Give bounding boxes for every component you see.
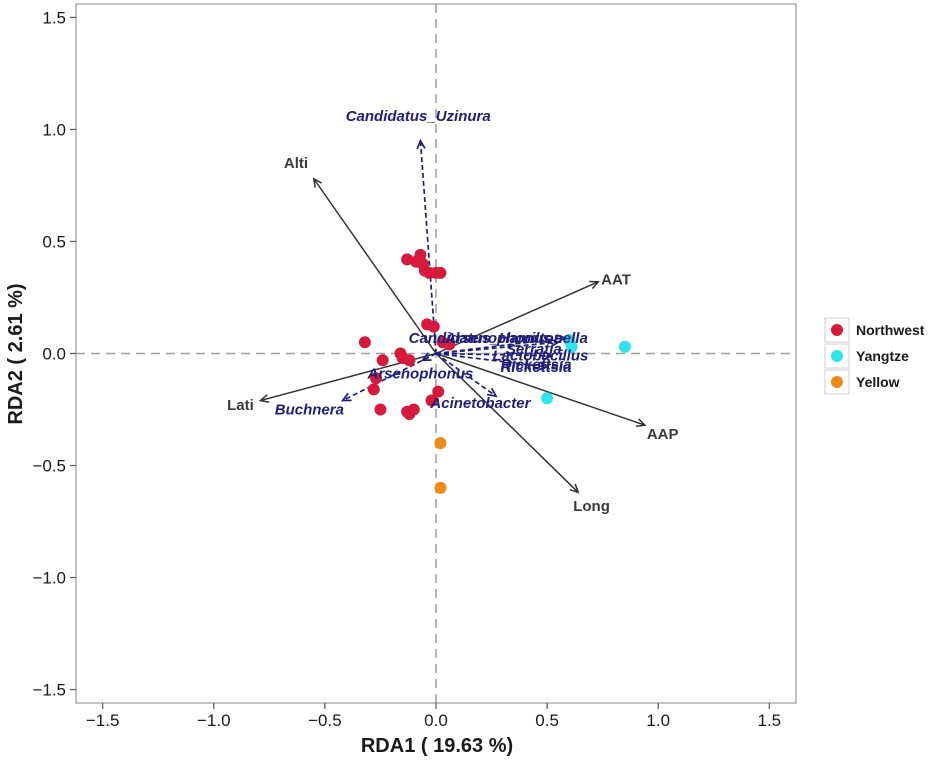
species-vector-candidatus-uzinura-head	[416, 138, 426, 150]
y-tick-label: −1.0	[32, 569, 66, 588]
species-vector-serratia	[435, 338, 561, 355]
env-label-long: Long	[573, 498, 610, 515]
species-vector-acinetobacter-head	[486, 387, 498, 398]
point-yellow	[434, 437, 447, 450]
legend-swatch-yellow	[831, 376, 843, 388]
y-axis-title: RDA2 ( 2.61 %)	[5, 283, 27, 424]
point-northwest	[403, 354, 416, 367]
species-label-rickettsia: Rickettsia	[501, 359, 572, 376]
species-vector-buchnera-head	[340, 392, 352, 402]
species-vector-arsenophonus	[420, 352, 437, 362]
legend-label-yangtze: Yangtze	[856, 348, 909, 364]
legend-swatch-yangtze	[831, 350, 843, 362]
point-northwest	[370, 372, 382, 385]
point-northwest	[443, 338, 456, 351]
env-label-aap: AAP	[647, 426, 679, 443]
env-vector-aap-shaft	[435, 352, 646, 426]
species-vector-acinetobacter-shaft	[435, 352, 497, 397]
y-tick-label: 0.5	[42, 232, 66, 251]
y-tick-label: −1.5	[32, 681, 66, 700]
env-vector-aap	[435, 352, 647, 428]
point-yangtze	[565, 340, 578, 353]
env-vector-lati-head	[258, 394, 270, 403]
x-tick-label: 0.0	[424, 711, 448, 730]
environment-labels: Alti AAT AAP Long Lati	[227, 155, 678, 515]
point-yangtze	[541, 392, 554, 405]
legend-swatch-northwest	[831, 324, 843, 336]
species-vector-candidatus-hamiltonella-shaft	[435, 336, 565, 355]
x-axis-title: RDA1 ( 19.63 %)	[361, 735, 513, 757]
env-vector-alti-head	[312, 177, 322, 188]
species-label-acinetobacter: Acinetobacter	[429, 395, 531, 412]
legend: Northwest Yangtze Yellow	[823, 312, 935, 400]
point-northwest	[374, 403, 387, 416]
species-vector-rickettsia-shaft	[435, 352, 548, 368]
species-vectors	[340, 138, 567, 402]
y-tick-label: 1.5	[42, 8, 66, 27]
x-tick-label: −0.5	[308, 711, 342, 730]
point-northwest	[376, 354, 389, 367]
species-label-arsenophonus: Arsenophonus	[444, 330, 551, 347]
species-vector-serratia-head	[549, 338, 561, 348]
species-vector-acinetobacter	[435, 352, 498, 398]
x-tick-label: 0.5	[535, 711, 559, 730]
env-label-aat: AAT	[601, 272, 631, 289]
species-label-arsenophonus: Arsenophonus	[367, 366, 474, 383]
y-tick-label: 0.0	[42, 345, 66, 364]
point-yangtze	[618, 340, 631, 353]
species-vector-arsenophonus-head	[420, 352, 432, 362]
species-labels: Candidatus_UzinuraBuchneraArsenophonusCa…	[275, 108, 589, 418]
species-label-serratia: Serratia	[506, 341, 562, 358]
env-label-alti: Alti	[284, 155, 308, 172]
point-northwest	[434, 266, 447, 279]
species-vector-candidatus-uzinura-shaft	[419, 140, 437, 354]
env-vector-long-head	[569, 483, 580, 494]
x-tick-label: −1.0	[197, 711, 231, 730]
species-label-buchnera: Buchnera	[275, 402, 344, 419]
species-vector-serratia-shaft	[435, 341, 559, 355]
environment-vectors	[258, 177, 647, 494]
species-label-lactobacillus: Lactobacillus	[493, 348, 589, 365]
point-northwest	[432, 385, 445, 398]
env-vector-aap-head	[635, 418, 647, 428]
point-northwest	[427, 320, 440, 333]
env-vector-alti-shaft	[313, 178, 437, 354]
x-tick-label: 1.0	[646, 711, 670, 730]
legend-label-yellow: Yellow	[856, 374, 900, 390]
species-label-candidatus-hamiltonella: Candidatus_Hamiltonella	[409, 330, 588, 347]
y-tick-label: −0.5	[32, 457, 66, 476]
x-axis: −1.5 −1.0 −0.5 0.0 0.5 1.0 1.5	[86, 703, 781, 730]
species-vector-lactobacillus-head	[543, 350, 554, 361]
point-yellow	[434, 481, 447, 494]
species-vector-lactobacillus	[435, 350, 554, 361]
species-vector-buchnera-shaft	[342, 352, 437, 402]
legend-label-northwest: Northwest	[856, 322, 925, 338]
species-vector-lactobacillus-shaft	[435, 352, 552, 357]
species-vector-buchnera	[340, 352, 437, 402]
x-tick-label: −1.5	[86, 711, 120, 730]
species-vector-arsenophonus-shaft	[422, 352, 437, 361]
env-vector-aat	[435, 280, 600, 355]
species-vector-rickettsia-head	[538, 361, 550, 371]
env-vector-aat-shaft	[435, 281, 599, 355]
env-label-lati: Lati	[227, 397, 254, 414]
env-vector-long	[435, 352, 580, 494]
x-tick-label: 1.5	[758, 711, 782, 730]
env-vector-long-shaft	[435, 352, 579, 493]
point-northwest	[367, 383, 380, 396]
point-northwest	[358, 336, 371, 349]
species-vector-candidatus-uzinura	[416, 138, 437, 354]
y-tick-label: 1.0	[42, 120, 66, 139]
point-northwest	[407, 403, 420, 416]
y-axis: −1.5 −1.0 −0.5 0.0 0.5 1.0 1.5	[32, 8, 76, 700]
species-vector-rickettsia	[435, 352, 550, 371]
point-northwest	[414, 248, 427, 261]
env-vector-alti	[312, 177, 437, 354]
species-label-candidatus-uzinura: Candidatus_Uzinura	[346, 108, 491, 125]
sample-points	[358, 248, 631, 494]
species-label-rickettsia: Rickettsia	[501, 357, 572, 374]
env-vector-aat-head	[589, 280, 600, 290]
point-northwest	[425, 394, 438, 407]
